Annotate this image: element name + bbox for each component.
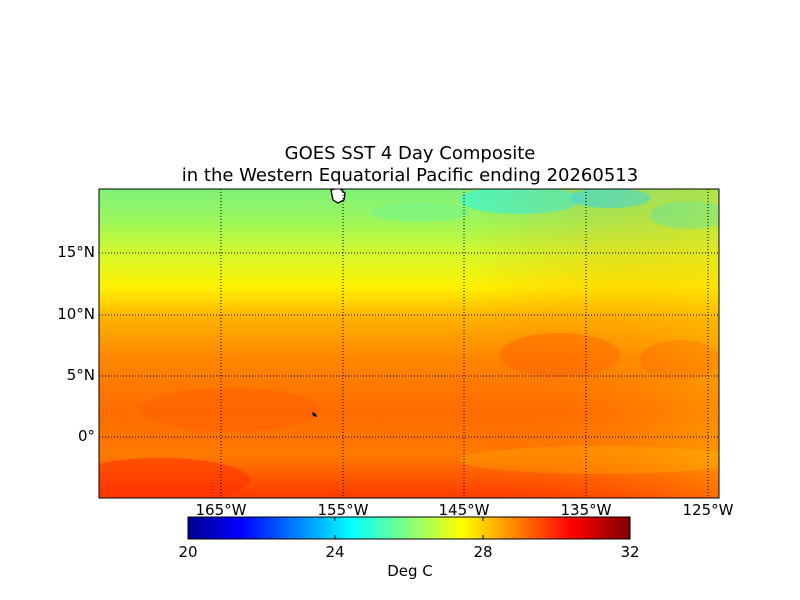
sst-field — [99, 189, 719, 498]
lat-tick-15n: 15°N — [57, 243, 95, 261]
colorbar-tick-20: 20 — [178, 543, 198, 561]
lon-tick-165w: 165°W — [195, 501, 247, 519]
colorbar — [187, 516, 631, 540]
lon-tick-135w: 135°W — [560, 501, 612, 519]
lon-tick-125w: 125°W — [682, 501, 734, 519]
colorbar-tick-32: 32 — [620, 543, 640, 561]
lon-tick-155w: 155°W — [317, 501, 369, 519]
map-grid — [99, 189, 719, 498]
map-title-line1: GOES SST 4 Day Composite — [284, 143, 536, 164]
colorbar-tick-24: 24 — [325, 543, 345, 561]
lat-tick-10n: 10°N — [57, 305, 95, 323]
colorbar-tick-28: 28 — [473, 543, 493, 561]
lat-tick-0: 0° — [77, 427, 95, 445]
map-frame — [98, 188, 720, 499]
hawaii-island-shape — [330, 189, 346, 204]
lat-tick-5n: 5°N — [66, 366, 95, 384]
colorbar-unit-label: Deg C — [387, 562, 433, 580]
map-title-line2: in the Western Equatorial Pacific ending… — [181, 165, 639, 186]
lon-tick-145w: 145°W — [438, 501, 490, 519]
colorbar-ticks — [334, 517, 484, 539]
